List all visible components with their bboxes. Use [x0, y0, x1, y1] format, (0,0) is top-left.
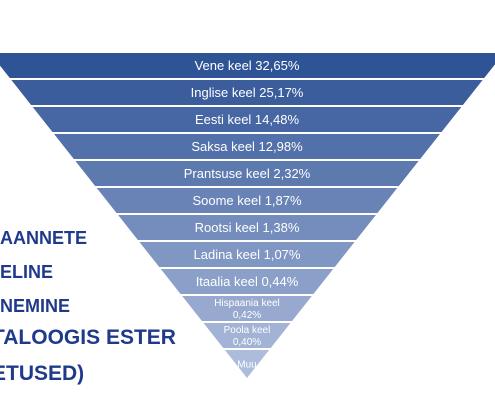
- funnel-level-3-label: Eesti keel 14,48%: [195, 112, 300, 127]
- funnel-level-11: [203, 323, 291, 348]
- caption-line-3: NEMINE: [0, 296, 71, 316]
- funnel-level-7: [118, 215, 376, 240]
- funnel-level-8-label: Ladina keel 1,07%: [194, 247, 301, 262]
- caption-line-5: ETUSED): [0, 362, 85, 385]
- funnel-level-11-label: Poola keel 0,40%: [224, 325, 271, 348]
- caption-line-1: AANNETE: [0, 228, 88, 248]
- funnel-level-12-label: Muu: [237, 360, 256, 371]
- funnel-level-5: [75, 161, 419, 186]
- funnel-level-9-label: Itaalia keel 0,44%: [196, 274, 299, 289]
- funnel-level-4-label: Saksa keel 12,98%: [191, 139, 303, 154]
- funnel-level-12: [224, 350, 270, 378]
- funnel-level-1-label: Vene keel 32,65%: [195, 58, 300, 73]
- funnel-level-4: [54, 134, 440, 159]
- funnel-level-2-label: Inglise keel 25,17%: [191, 85, 304, 100]
- funnel-level-10-label: Hispaania keel 0,42%: [214, 298, 280, 321]
- funnel-level-10: [182, 296, 312, 321]
- funnel-level-3: [32, 107, 462, 132]
- funnel-level-5-label: Prantsuse keel 2,32%: [184, 166, 311, 181]
- funnel-level-6: [96, 188, 398, 213]
- funnel-level-7-label: Rootsi keel 1,38%: [195, 220, 300, 235]
- caption-line-4: TALOOGIS ESTER: [0, 326, 176, 349]
- funnel-level-6-label: Soome keel 1,87%: [192, 193, 302, 208]
- caption-line-2: ELINE: [0, 262, 54, 282]
- funnel-level-1: [0, 53, 495, 78]
- funnel-level-9: [160, 269, 334, 294]
- funnel-level-8: [139, 242, 355, 267]
- funnel-level-2: [11, 80, 483, 105]
